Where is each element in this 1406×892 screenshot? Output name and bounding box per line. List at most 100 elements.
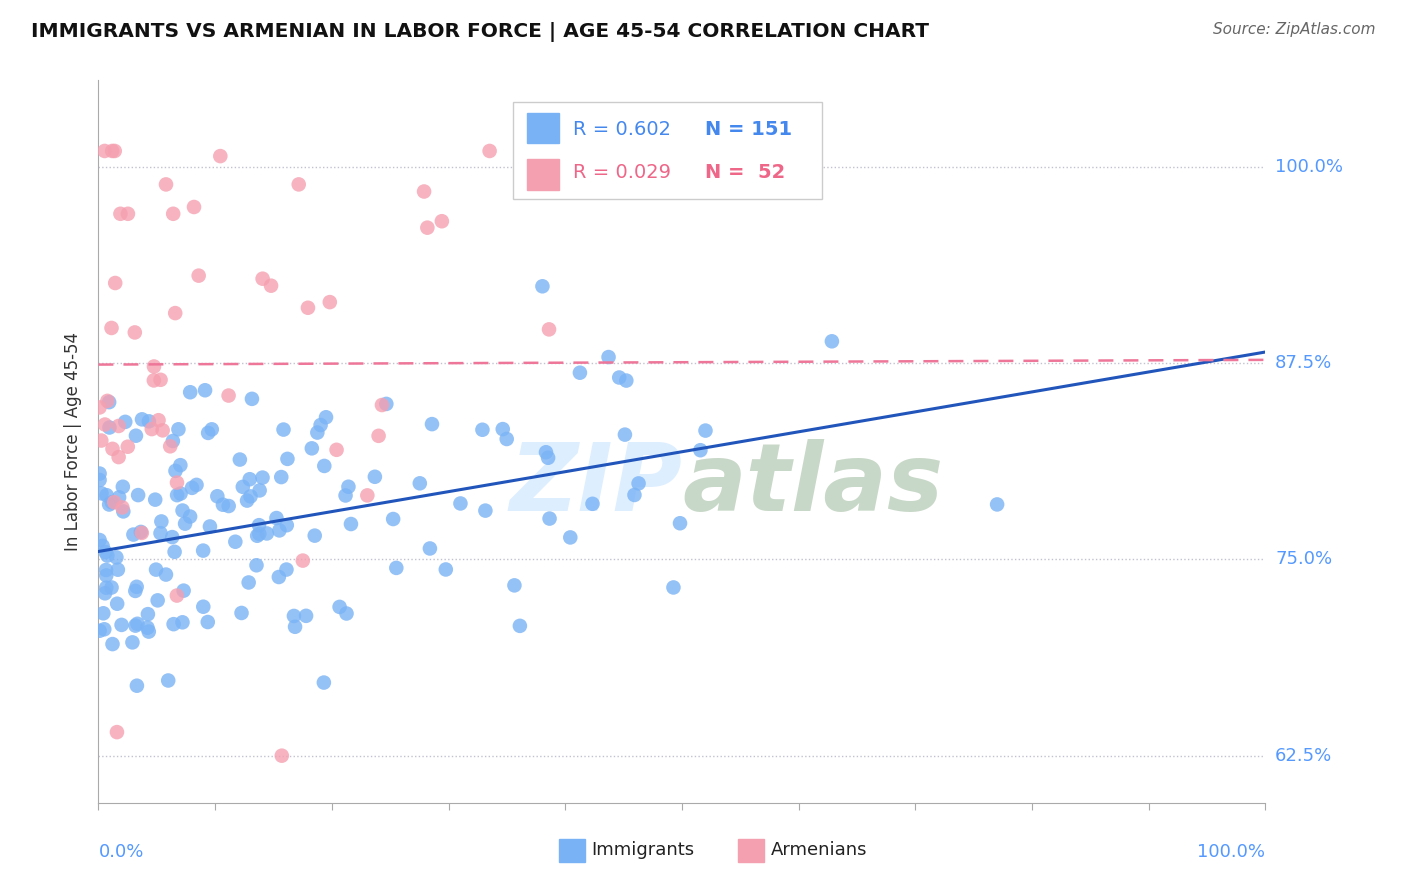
- Point: [260, 278, 283, 293]
- Point: [212, 498, 235, 512]
- Point: [89, 473, 111, 487]
- Point: [103, 495, 125, 509]
- Text: atlas: atlas: [682, 439, 943, 531]
- Point: [146, 593, 169, 607]
- Point: [269, 524, 291, 538]
- Point: [245, 558, 267, 573]
- Text: 100.0%: 100.0%: [1275, 158, 1343, 176]
- Text: 100.0%: 100.0%: [1198, 843, 1265, 861]
- Point: [252, 470, 274, 484]
- Point: [124, 618, 146, 632]
- Point: [474, 503, 496, 517]
- Point: [162, 617, 184, 632]
- Point: [127, 488, 149, 502]
- Point: [266, 511, 288, 525]
- Point: [107, 419, 129, 434]
- Point: [301, 442, 323, 456]
- Point: [478, 144, 501, 158]
- Point: [125, 428, 148, 442]
- Point: [148, 413, 170, 427]
- Point: [382, 512, 405, 526]
- Point: [173, 583, 195, 598]
- Point: [152, 423, 174, 437]
- Point: [105, 725, 128, 739]
- Point: [166, 488, 188, 502]
- Point: [138, 624, 160, 639]
- Point: [101, 637, 124, 651]
- Point: [627, 476, 650, 491]
- Point: [107, 563, 129, 577]
- Point: [104, 276, 127, 290]
- Point: [165, 306, 187, 320]
- Point: [270, 470, 292, 484]
- Point: [155, 178, 177, 192]
- Point: [163, 545, 186, 559]
- Point: [538, 511, 561, 525]
- Point: [240, 392, 263, 406]
- Point: [125, 580, 148, 594]
- Point: [560, 530, 582, 544]
- Point: [509, 619, 531, 633]
- Bar: [527, 112, 560, 143]
- Point: [209, 149, 232, 163]
- Point: [104, 144, 127, 158]
- Point: [276, 518, 298, 533]
- Point: [111, 500, 134, 515]
- Point: [492, 422, 515, 436]
- Point: [94, 563, 117, 577]
- Point: [495, 432, 517, 446]
- Point: [114, 415, 136, 429]
- Point: [94, 586, 117, 600]
- Point: [329, 599, 352, 614]
- Point: [218, 499, 240, 513]
- Point: [166, 475, 188, 490]
- Y-axis label: In Labor Force | Age 45-54: In Labor Force | Age 45-54: [65, 332, 83, 551]
- Point: [314, 458, 336, 473]
- Point: [503, 578, 526, 592]
- Point: [105, 597, 128, 611]
- Point: [614, 374, 637, 388]
- Text: R = 0.602: R = 0.602: [574, 120, 672, 139]
- Point: [98, 395, 121, 409]
- Point: [162, 207, 184, 221]
- Point: [534, 445, 557, 459]
- Point: [89, 624, 111, 638]
- Point: [100, 581, 122, 595]
- Point: [155, 567, 177, 582]
- Point: [449, 496, 471, 510]
- Point: [537, 322, 560, 336]
- Point: [413, 185, 436, 199]
- Point: [93, 622, 115, 636]
- Text: 75.0%: 75.0%: [1275, 550, 1333, 568]
- Point: [100, 321, 122, 335]
- Point: [98, 420, 121, 434]
- Text: 62.5%: 62.5%: [1275, 747, 1333, 764]
- Point: [94, 417, 117, 432]
- Point: [434, 562, 457, 576]
- Point: [430, 214, 453, 228]
- Point: [364, 470, 387, 484]
- Point: [96, 549, 118, 563]
- Point: [239, 472, 262, 486]
- Point: [131, 412, 153, 426]
- Text: Source: ZipAtlas.com: Source: ZipAtlas.com: [1212, 22, 1375, 37]
- Point: [131, 525, 153, 540]
- Point: [315, 410, 337, 425]
- Point: [124, 326, 146, 340]
- Point: [117, 207, 139, 221]
- Point: [122, 527, 145, 541]
- Point: [93, 144, 115, 158]
- Point: [197, 425, 219, 440]
- Point: [191, 543, 214, 558]
- Point: [276, 451, 298, 466]
- Point: [136, 607, 159, 622]
- Point: [471, 423, 494, 437]
- Point: [238, 575, 260, 590]
- Point: [167, 422, 190, 436]
- Point: [598, 350, 620, 364]
- Point: [172, 503, 194, 517]
- Point: [127, 616, 149, 631]
- FancyBboxPatch shape: [513, 102, 823, 200]
- Point: [287, 178, 309, 192]
- Point: [187, 268, 209, 283]
